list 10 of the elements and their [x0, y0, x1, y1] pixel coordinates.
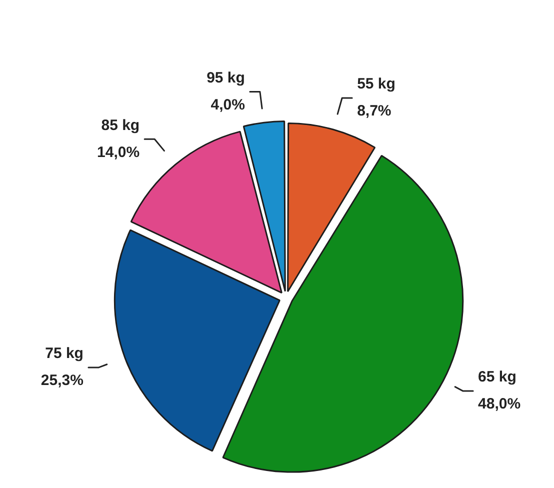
data-label: 25,3% — [40, 372, 84, 390]
data-label: 8,7% — [357, 102, 392, 120]
data-label: 4,0% — [210, 96, 245, 114]
slice-label: 85 kg — [101, 116, 140, 134]
slice-label: 55 kg — [357, 76, 396, 93]
slice-label: 75 kg — [45, 345, 84, 362]
data-label: 48,0% — [478, 396, 521, 413]
data-label: 14,0% — [97, 144, 140, 161]
slice-label: 65 kg — [478, 368, 516, 386]
slice-label: 95 kg — [206, 69, 245, 86]
